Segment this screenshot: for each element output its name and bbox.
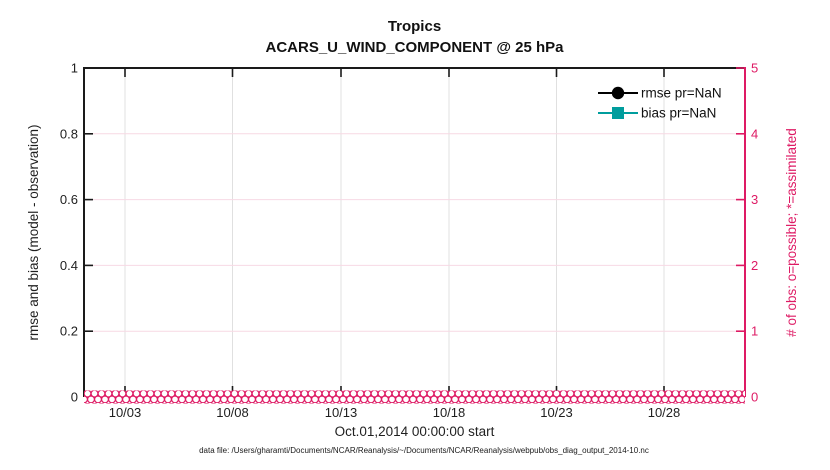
top-tick-marks [124,69,665,77]
left-tick-label: 0.8 [60,126,78,141]
legend-item-rmse: rmse pr=NaN [598,86,722,101]
vertical-gridlines [124,68,665,397]
x-tick-label: 10/13 [325,405,358,420]
right-tick-label: 1 [751,324,758,339]
x-tick-label: 10/23 [540,405,573,420]
x-axis-label: Oct.01,2014 00:00:00 start [335,424,495,439]
x-tick-label: 10/03 [109,405,142,420]
right-tick-label: 5 [751,61,758,76]
left-tick-label: 0.4 [60,258,78,273]
horizontal-gridlines [84,133,745,332]
right-tick-label: 3 [751,192,758,207]
right-axis-label: # of obs: o=possible; *=assimilated [784,128,799,337]
left-axis-label: rmse and bias (model - observation) [26,124,41,340]
right-tick-label: 2 [751,258,758,273]
left-tick-label: 0.2 [60,324,78,339]
bias-marker-icon [612,107,624,119]
plot-area [84,68,745,397]
right-tick-labels: 0 1 2 3 4 5 [751,61,758,405]
legend: rmse pr=NaN bias pr=NaN [598,86,722,121]
rmse-marker-icon [611,86,625,100]
right-tick-label: 0 [751,390,758,405]
data-file-path: data file: /Users/gharamti/Documents/NCA… [199,446,649,455]
x-tick-label: 10/28 [648,405,681,420]
left-tick-labels: 0 0.2 0.4 0.6 0.8 1 [60,61,78,405]
page-subtitle: ACARS_U_WIND_COMPONENT @ 25 hPa [265,39,564,56]
left-tick-label: 1 [71,61,78,76]
x-tick-label: 10/18 [433,405,466,420]
right-tick-label: 4 [751,126,758,141]
x-tick-label: 10/08 [216,405,249,420]
x-tick-labels: 10/03 10/08 10/13 10/18 10/23 10/28 [109,405,681,420]
legend-rmse-label: rmse pr=NaN [641,86,722,101]
legend-item-bias: bias pr=NaN [598,106,716,121]
left-tick-label: 0.6 [60,192,78,207]
obs-markers-band [84,390,745,404]
page-title: Tropics [388,18,441,35]
legend-bias-label: bias pr=NaN [641,106,716,121]
left-tick-label: 0 [71,390,78,405]
